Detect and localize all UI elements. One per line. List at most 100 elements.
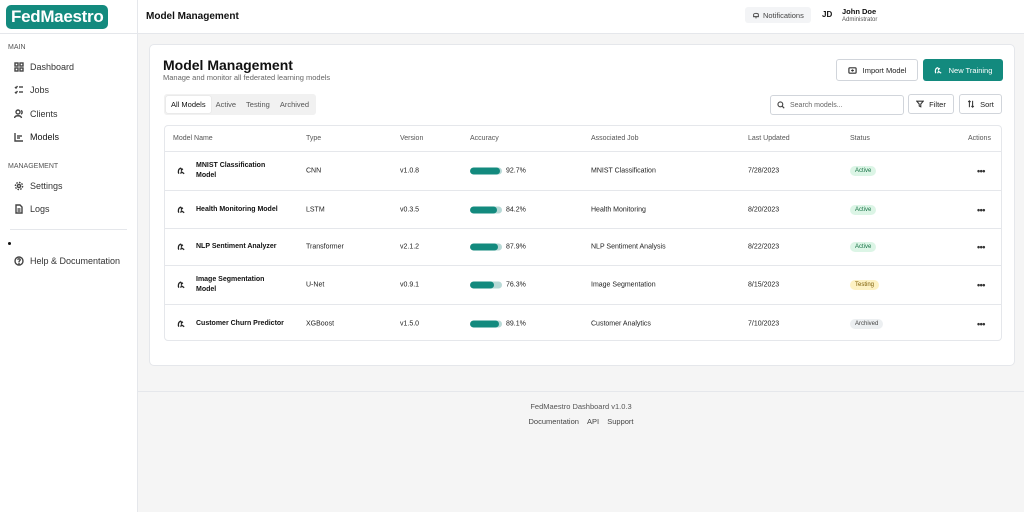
- model-type: U-Net: [306, 281, 325, 289]
- model-name[interactable]: NLP Sentiment Analyzer: [196, 243, 277, 250]
- bullet-dot: [8, 242, 11, 245]
- new-training-label: New Training: [948, 65, 993, 75]
- accuracy-bar: [470, 167, 502, 175]
- accuracy-bar-fill: [470, 167, 500, 175]
- last-updated: 7/10/2023: [748, 320, 780, 327]
- table-row[interactable]: NLP Sentiment Analyzer Transformer v2.1.…: [165, 229, 1001, 266]
- tab-active[interactable]: Active: [215, 100, 237, 109]
- filter-button[interactable]: Filter: [908, 94, 954, 114]
- sort-button[interactable]: Sort: [959, 94, 1002, 114]
- more-actions-icon[interactable]: •••: [977, 166, 985, 176]
- search-placeholder: Search models...: [790, 101, 843, 109]
- search-input[interactable]: Search models...: [770, 95, 904, 115]
- model-type: CNN: [306, 167, 322, 175]
- table-header: Model Name Type Version Accuracy Associa…: [165, 126, 1001, 152]
- sidebar: FedMaestro MAIN Dashboard Jobs Clients M…: [0, 0, 138, 512]
- column-header[interactable]: Status: [850, 135, 870, 142]
- new-training-button[interactable]: New Training: [923, 59, 1003, 81]
- import-model-button[interactable]: Import Model: [836, 59, 918, 81]
- more-actions-icon[interactable]: •••: [977, 242, 985, 252]
- brain-icon: [177, 281, 185, 289]
- column-header[interactable]: Type: [306, 135, 322, 142]
- app-logo[interactable]: FedMaestro: [6, 5, 109, 29]
- notifications-label: Notifications: [763, 10, 804, 20]
- accuracy-bar-fill: [470, 281, 495, 289]
- model-name[interactable]: Health Monitoring Model: [196, 205, 278, 213]
- model-version: v0.3.5: [400, 206, 420, 213]
- table-row[interactable]: MNIST Classification Model CNN v1.0.8 92…: [165, 152, 1001, 191]
- accuracy-bar: [470, 243, 502, 251]
- footer-link-api[interactable]: API: [587, 417, 600, 426]
- sort-label: Sort: [980, 99, 994, 109]
- model-name[interactable]: Image Segmentation Model: [196, 276, 265, 293]
- status-badge: Active: [850, 204, 877, 215]
- footer-link-documentation[interactable]: Documentation: [528, 417, 579, 426]
- sidebar-item-help[interactable]: Help & Documentation: [0, 249, 137, 273]
- model-type: XGBoost: [306, 320, 335, 327]
- column-header[interactable]: Accuracy: [470, 135, 499, 142]
- help-circle-icon: [14, 256, 24, 266]
- accuracy-bar: [470, 206, 502, 213]
- last-updated: 8/15/2023: [748, 281, 780, 289]
- more-actions-icon[interactable]: •••: [977, 318, 985, 329]
- models-table: Model Name Type Version Accuracy Associa…: [164, 125, 1002, 341]
- sidebar-item-jobs[interactable]: Jobs: [0, 79, 137, 103]
- table-row[interactable]: Image Segmentation Model U-Net v0.9.1 76…: [165, 266, 1001, 305]
- sidebar-item-models[interactable]: Models: [0, 126, 137, 150]
- column-header[interactable]: Model Name: [173, 135, 213, 142]
- import-icon: [847, 66, 857, 74]
- last-updated: 8/22/2023: [748, 243, 780, 251]
- last-updated: 7/28/2023: [748, 167, 780, 175]
- filter-icon: [916, 100, 925, 108]
- table-row[interactable]: Customer Churn Predictor XGBoost v1.5.0 …: [165, 305, 1001, 342]
- more-actions-icon[interactable]: •••: [977, 204, 985, 215]
- model-name[interactable]: MNIST Classification Model: [196, 162, 266, 179]
- sidebar-item-label: Help & Documentation: [30, 255, 121, 266]
- model-type: Transformer: [306, 243, 344, 251]
- page-subtitle: Manage and monitor all federated learnin…: [163, 73, 331, 82]
- sidebar-item-dashboard[interactable]: Dashboard: [0, 55, 137, 79]
- user-role: Administrator: [842, 17, 878, 23]
- column-header[interactable]: Associated Job: [591, 135, 639, 142]
- column-header[interactable]: Version: [400, 135, 424, 142]
- sidebar-item-label: Dashboard: [30, 61, 75, 72]
- accuracy-bar: [470, 320, 502, 327]
- more-actions-icon[interactable]: •••: [977, 280, 985, 290]
- brain-icon: [177, 206, 185, 213]
- column-header[interactable]: Last Updated: [748, 135, 790, 142]
- users-icon: [14, 109, 23, 119]
- brain-icon: [177, 167, 185, 175]
- brain-icon: [934, 66, 942, 74]
- accuracy-bar-fill: [470, 320, 499, 327]
- chart-icon: [14, 133, 23, 142]
- sidebar-item-clients[interactable]: Clients: [0, 102, 137, 126]
- tab-all-models[interactable]: All Models: [166, 96, 211, 113]
- sidebar-item-settings[interactable]: Settings: [0, 174, 137, 198]
- page-title: Model Management: [163, 57, 293, 73]
- footer-version: FedMaestro Dashboard v1.0.3: [530, 402, 632, 411]
- status-badge: Archived: [850, 318, 884, 329]
- tab-archived[interactable]: Archived: [279, 100, 309, 109]
- footer-links: Documentation API Support: [138, 417, 1024, 426]
- gear-icon: [14, 181, 24, 191]
- search-icon: [777, 101, 785, 109]
- notifications-button[interactable]: Notifications: [745, 7, 811, 23]
- avatar[interactable]: JD: [822, 10, 833, 19]
- sidebar-item-logs[interactable]: Logs: [0, 198, 137, 222]
- bell-icon: [753, 12, 759, 19]
- model-name[interactable]: Customer Churn Predictor: [196, 319, 284, 327]
- accuracy-bar: [470, 281, 502, 289]
- tab-testing[interactable]: Testing: [246, 100, 270, 109]
- nav-section-management: MANAGEMENT: [8, 163, 59, 170]
- accuracy-value: 87.9%: [506, 243, 526, 251]
- sidebar-item-label: Models: [30, 132, 60, 143]
- associated-job: Customer Analytics: [591, 320, 651, 327]
- footer-link-support[interactable]: Support: [607, 417, 634, 426]
- table-row[interactable]: Health Monitoring Model LSTM v0.3.5 84.2…: [165, 191, 1001, 229]
- model-type: LSTM: [306, 206, 325, 213]
- header-title: Model Management: [146, 11, 239, 22]
- sidebar-item-label: Settings: [30, 180, 63, 191]
- brain-icon: [177, 320, 185, 327]
- logo-area: FedMaestro: [0, 0, 137, 34]
- model-version: v1.5.0: [400, 320, 420, 327]
